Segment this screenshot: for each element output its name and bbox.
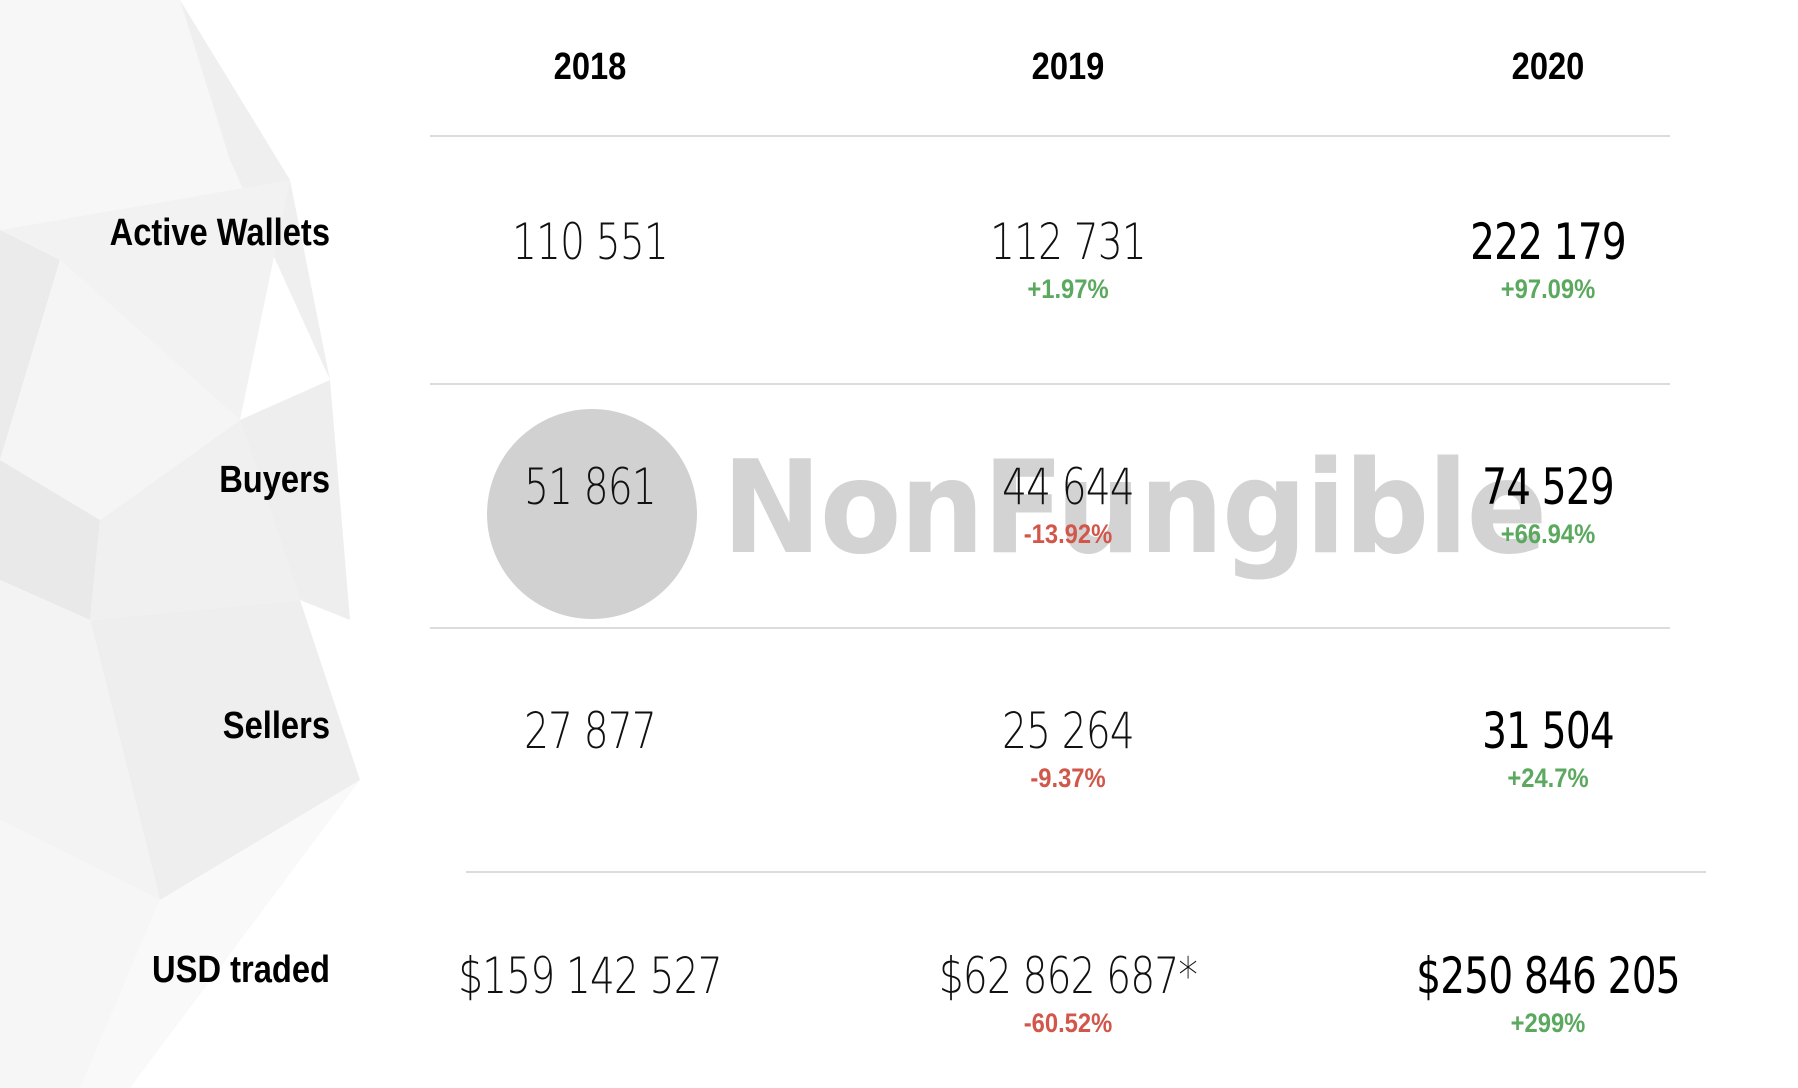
column-header-2020: 2020 xyxy=(1511,46,1585,88)
row-divider xyxy=(430,627,1670,629)
cell-buyers-2019: 44 644 -13.92% xyxy=(858,457,1278,551)
cell-value: $62 862 687* xyxy=(938,947,1198,1005)
row-divider xyxy=(430,383,1670,385)
watermark-logo-circle xyxy=(487,409,697,619)
cell-value: 112 731 xyxy=(990,213,1147,271)
row-divider xyxy=(430,135,1670,137)
cell-value: 74 529 xyxy=(1482,458,1615,516)
change-badge: +1.97% xyxy=(1027,274,1109,304)
change-badge: -9.37% xyxy=(1030,763,1106,793)
cell-value: 44 644 xyxy=(1002,458,1135,516)
change-badge: +24.7% xyxy=(1507,763,1589,793)
cell-value: 25 264 xyxy=(1002,702,1135,760)
cell-usd-traded-2019: $62 862 687* -60.52% xyxy=(858,946,1278,1040)
change-badge: +97.09% xyxy=(1500,274,1596,304)
row-label-active-wallets: Active Wallets xyxy=(109,212,330,254)
cell-active-wallets-2018: 110 551 xyxy=(380,212,800,272)
cell-value: 31 504 xyxy=(1482,702,1615,760)
column-header-2018: 2018 xyxy=(553,46,627,88)
cell-sellers-2020: 31 504 +24.7% xyxy=(1338,701,1758,795)
cell-sellers-2018: 27 877 xyxy=(380,701,800,761)
cell-usd-traded-2018: $159 142 527 xyxy=(380,946,800,1006)
cell-active-wallets-2019: 112 731 +1.97% xyxy=(858,212,1278,306)
row-label-usd-traded: USD traded xyxy=(152,949,330,991)
cell-buyers-2018: 51 861 xyxy=(380,457,800,517)
change-badge: +299% xyxy=(1510,1008,1586,1038)
watermark-text: NonFungible xyxy=(722,434,1547,583)
row-label-buyers: Buyers xyxy=(219,459,330,501)
cell-value: 27 877 xyxy=(524,702,657,760)
cell-value: 222 179 xyxy=(1470,213,1627,271)
cell-buyers-2020: 74 529 +66.94% xyxy=(1338,457,1758,551)
cell-sellers-2019: 25 264 -9.37% xyxy=(858,701,1278,795)
change-badge: +66.94% xyxy=(1500,519,1596,549)
cell-value: $250 846 205 xyxy=(1416,947,1680,1005)
cell-value: $159 142 527 xyxy=(458,947,722,1005)
change-badge: -13.92% xyxy=(1023,519,1113,549)
column-header-2019: 2019 xyxy=(1031,46,1105,88)
row-divider xyxy=(466,871,1706,873)
cell-usd-traded-2020: $250 846 205 +299% xyxy=(1338,946,1758,1040)
row-label-sellers: Sellers xyxy=(222,705,330,747)
cell-value: 51 861 xyxy=(524,458,657,516)
cell-active-wallets-2020: 222 179 +97.09% xyxy=(1338,212,1758,306)
cell-value: 110 551 xyxy=(512,213,669,271)
change-badge: -60.52% xyxy=(1023,1008,1113,1038)
